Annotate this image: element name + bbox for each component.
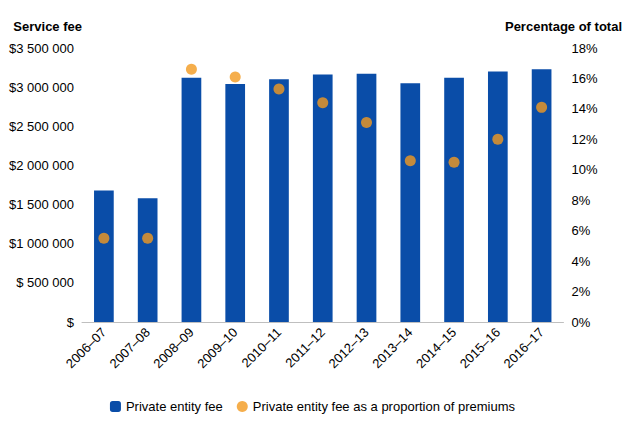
svg-text:2010–11: 2010–11 [239,325,285,371]
svg-text:14%: 14% [571,101,597,116]
svg-text:6%: 6% [571,223,590,238]
svg-text:$3 000 000: $3 000 000 [9,80,74,95]
svg-text:Percentage of total: Percentage of total [505,19,622,34]
svg-text:Private entity fee as a propor: Private entity fee as a proportion of pr… [253,399,516,414]
svg-text:12%: 12% [571,132,597,147]
svg-text:$2 000 000: $2 000 000 [9,158,74,173]
svg-text:$1 500 000: $1 500 000 [9,197,74,212]
svg-text:2014–15: 2014–15 [413,325,459,371]
svg-text:Service fee: Service fee [13,19,82,34]
svg-text:2015–16: 2015–16 [457,325,503,371]
svg-text:$ 500 000: $ 500 000 [16,275,74,290]
svg-text:0%: 0% [571,315,590,330]
svg-text:$3 500 000: $3 500 000 [9,41,74,56]
svg-text:2012–13: 2012–13 [325,325,371,371]
svg-text:$2 500 000: $2 500 000 [9,119,74,134]
svg-text:2009–10: 2009–10 [194,325,240,371]
svg-text:$: $ [67,315,75,330]
svg-text:2013–14: 2013–14 [369,325,415,371]
svg-text:10%: 10% [571,162,597,177]
svg-text:2%: 2% [571,284,590,299]
svg-text:2006–07: 2006–07 [63,325,109,371]
svg-text:18%: 18% [571,41,597,56]
svg-text:16%: 16% [571,71,597,86]
svg-text:$1 000 000: $1 000 000 [9,236,74,251]
svg-text:2007–08: 2007–08 [107,325,153,371]
svg-text:4%: 4% [571,254,590,269]
svg-text:8%: 8% [571,193,590,208]
svg-text:2011–12: 2011–12 [282,325,328,371]
svg-text:2016–17: 2016–17 [501,325,547,371]
svg-text:2008–09: 2008–09 [150,325,196,371]
svg-text:Private entity fee: Private entity fee [126,399,223,414]
